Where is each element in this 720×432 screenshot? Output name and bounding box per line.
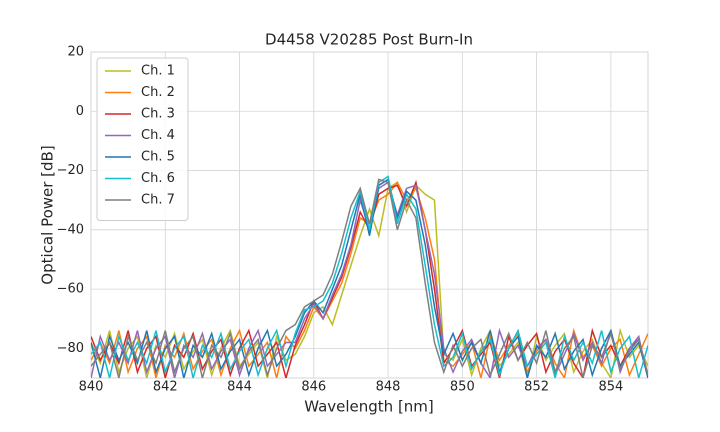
legend-label: Ch. 2 — [141, 85, 175, 100]
x-tick-label: 840 — [79, 380, 104, 395]
x-tick-label: 852 — [524, 380, 549, 395]
legend-label: Ch. 4 — [141, 128, 175, 143]
series-line — [91, 178, 648, 378]
legend-label: Ch. 6 — [141, 171, 175, 186]
x-axis-label: Wavelength [nm] — [304, 398, 434, 416]
legend-label: Ch. 5 — [141, 150, 175, 165]
x-tick-label: 846 — [301, 380, 326, 395]
x-tick-label: 844 — [227, 380, 252, 395]
y-tick-label: 0 — [76, 104, 84, 119]
legend-label: Ch. 1 — [141, 64, 175, 79]
y-tick-label: −60 — [57, 282, 84, 297]
series-line — [91, 178, 648, 378]
chart-title: D4458 V20285 Post Burn-In — [265, 31, 473, 49]
x-tick-label: 842 — [153, 380, 178, 395]
y-tick-label: −40 — [57, 222, 84, 237]
y-tick-label: −20 — [57, 163, 84, 178]
x-tick-label: 848 — [376, 380, 401, 395]
legend: Ch. 1 Ch. 2 Ch. 3 Ch. 4 Ch. 5 Ch. 6 Ch. 7 — [96, 57, 189, 221]
lines — [91, 175, 648, 378]
y-tick-label: 20 — [67, 45, 84, 60]
y-axis-label: Optical Power [dB] — [39, 145, 57, 284]
series-line — [91, 175, 648, 378]
legend-label: Ch. 7 — [141, 193, 175, 208]
plot-frame — [90, 51, 649, 379]
series-line — [91, 181, 648, 378]
x-tick-label: 850 — [450, 380, 475, 395]
x-tick-label: 854 — [598, 380, 623, 395]
legend-label: Ch. 3 — [141, 107, 175, 122]
legend-box — [96, 57, 189, 221]
y-tick-label: −80 — [57, 341, 84, 356]
